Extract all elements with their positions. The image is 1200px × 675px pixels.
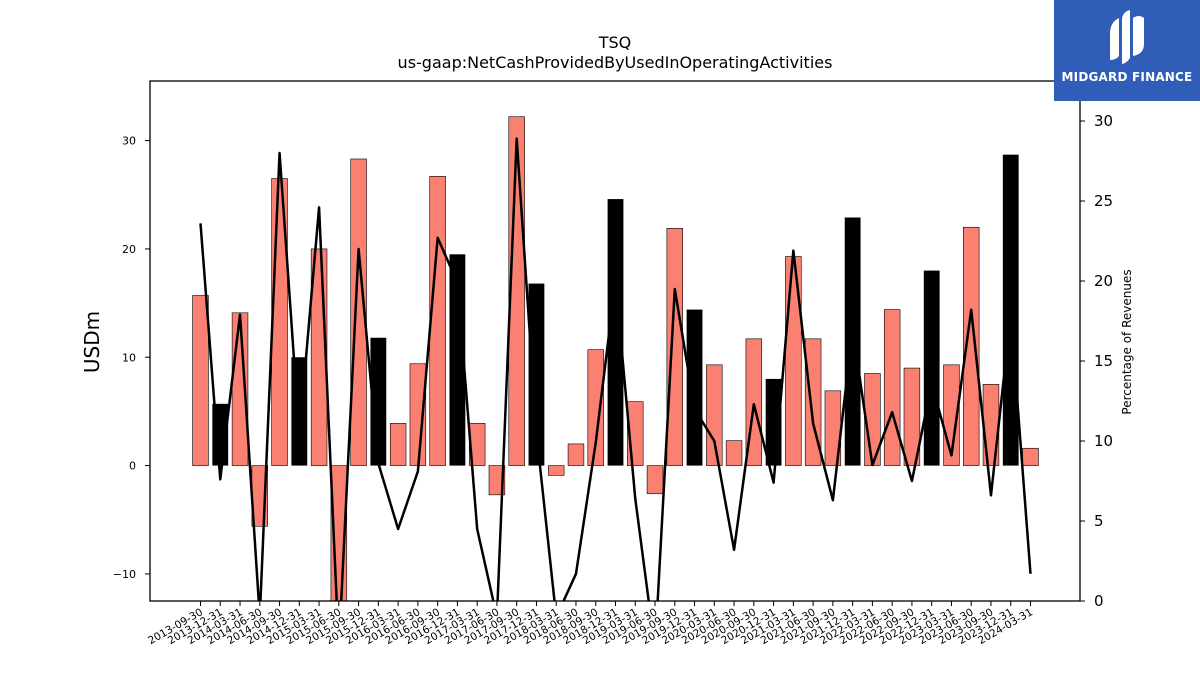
bar-2020-03-31 — [706, 364, 723, 466]
bar-2016-12-31 — [449, 254, 466, 466]
bar-2018-03-31 — [548, 465, 565, 476]
bar-2018-09-30 — [587, 349, 604, 466]
y-left-tick-label: 20 — [122, 243, 136, 256]
bar-2021-12-31 — [844, 217, 861, 466]
logo-text: MIDGARD FINANCE — [1061, 70, 1193, 84]
y-left-tick-label: 10 — [122, 351, 136, 364]
y-axis-left-label: USDm — [80, 311, 104, 373]
percentage-line — [199, 137, 1032, 601]
y-right-tick-label: 15 — [1094, 352, 1113, 370]
y-right-tick-label: 30 — [1094, 112, 1113, 130]
y-left-tick-label: 30 — [122, 135, 136, 148]
midgard-finance-logo: MIDGARD FINANCE — [1054, 0, 1200, 101]
bar-2019-09-30 — [666, 228, 683, 466]
bar-2022-12-31 — [923, 270, 940, 466]
logo-mark-icon — [1110, 10, 1144, 64]
bar-2016-03-31 — [389, 423, 407, 466]
y-left-tick-label: 0 — [129, 460, 136, 473]
bar-2023-06-30 — [963, 226, 980, 466]
bar-2022-06-30 — [883, 309, 901, 466]
bar-2021-03-31 — [785, 256, 802, 466]
bar-2018-06-30 — [567, 443, 585, 466]
y-axis-right-label: Percentage of Revenues — [1120, 269, 1134, 414]
bar-2022-09-30 — [903, 367, 921, 466]
bar-2017-06-30 — [488, 465, 506, 496]
bar-2020-06-30 — [725, 440, 743, 466]
y-left-tick-label: −10 — [113, 568, 136, 581]
bar-2015-09-30 — [350, 158, 367, 466]
y-right-tick-label: 20 — [1094, 272, 1113, 290]
bar-2013-09-30 — [192, 295, 209, 466]
bar-2017-12-31 — [528, 283, 545, 466]
bar-2019-06-30 — [646, 465, 664, 495]
y-right-tick-label: 0 — [1094, 592, 1104, 610]
bar-2019-12-31 — [686, 309, 703, 466]
y-right-tick-label: 5 — [1094, 512, 1104, 530]
bar-2016-09-30 — [429, 176, 446, 466]
axes: −1001020300510152025302013-09-302013-12-… — [113, 80, 1113, 647]
bar-2024-03-31 — [1022, 447, 1039, 466]
plot-area — [192, 116, 1039, 601]
chart-subtitle: us-gaap:NetCashProvidedByUsedInOperating… — [398, 53, 833, 72]
y-right-tick-label: 25 — [1094, 192, 1113, 210]
y-right-tick-label: 10 — [1094, 432, 1113, 450]
chart-title: TSQ — [598, 33, 632, 52]
bar-2023-12-31 — [1002, 154, 1019, 466]
bar-2018-12-31 — [607, 199, 624, 466]
